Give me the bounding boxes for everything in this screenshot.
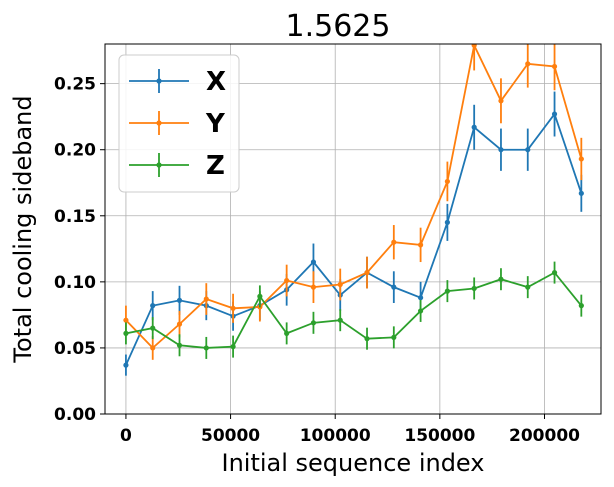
series-y: [123, 44, 584, 360]
axes: 0 50000 100000 150000 200000 0.00 0.05 0.10 0.15…: [54, 75, 580, 446]
series-z-point: [578, 303, 584, 309]
series-y-point: [176, 321, 183, 327]
y-tick-label: 0.20: [54, 141, 96, 161]
series-x-point: [176, 297, 183, 303]
series-y-point: [417, 242, 424, 248]
series-z-point: [203, 345, 209, 351]
series-z-point: [498, 276, 504, 282]
series-y-point: [391, 239, 397, 245]
series-z-line: [125, 271, 583, 349]
series-y-point: [123, 317, 129, 323]
plot-area: [123, 44, 584, 376]
series-z-point: [257, 293, 263, 299]
series-y-point: [203, 296, 209, 302]
series-z-point: [525, 284, 531, 290]
series-y-point: [471, 44, 477, 48]
series-z-point: [471, 285, 477, 292]
series-z-point: [551, 270, 558, 276]
series-x-point: [444, 219, 450, 225]
series-y-point: [310, 284, 317, 290]
series-z-point: [176, 342, 183, 348]
x-tick-label: 100000: [300, 426, 371, 446]
series-x-point: [578, 190, 584, 196]
series-z-point: [444, 288, 450, 294]
legend-y-label: Y: [205, 109, 226, 139]
series-y-point: [337, 281, 343, 288]
series-y-line: [125, 44, 583, 350]
series-x-point: [123, 362, 129, 368]
series-x-point: [498, 147, 504, 153]
series-x-point: [391, 284, 397, 290]
series-z-point: [150, 325, 156, 331]
series-z-point: [310, 320, 317, 326]
series-y-point: [444, 178, 450, 185]
legend: XYZ: [118, 54, 240, 193]
series-z-point: [364, 336, 370, 342]
y-tick-label: 0.05: [54, 339, 96, 359]
series-x-point: [310, 259, 317, 265]
series-z: [123, 261, 584, 359]
series-y-point: [551, 63, 558, 70]
series-y-point: [578, 156, 584, 162]
series-y-point: [525, 61, 531, 67]
series-y-point: [284, 277, 290, 284]
series-x-point: [417, 295, 424, 301]
series-x-point: [471, 124, 477, 130]
legend-z-marker: [156, 162, 162, 168]
series-x-point: [150, 303, 156, 309]
series-z-point: [230, 344, 236, 350]
x-tick-label: 200000: [509, 426, 580, 446]
x-tick-label: 50000: [201, 426, 260, 446]
series-z-point: [417, 308, 424, 314]
series-y-point: [230, 305, 236, 311]
series-y-point: [498, 98, 504, 104]
x-axis-title: Initial sequence index: [222, 449, 485, 477]
series-z-point: [123, 330, 129, 336]
y-tick-label: 0.00: [54, 405, 96, 425]
y-tick-label: 0.10: [54, 273, 96, 293]
series-x-point: [551, 111, 558, 117]
series-z-point: [284, 330, 290, 336]
series-z-point: [337, 317, 343, 323]
series-z-point: [391, 334, 397, 340]
series-x-point: [525, 147, 531, 153]
series-y-point: [364, 270, 370, 276]
legend-z-label: Z: [206, 151, 225, 181]
legend-x-label: X: [206, 67, 226, 97]
plot-frame: [104, 43, 602, 415]
x-tick-label: 150000: [404, 426, 475, 446]
y-axis-title: Total cooling sideband: [9, 95, 37, 363]
legend-x-marker: [156, 78, 162, 84]
legend-y-marker: [156, 120, 162, 126]
series-x: [123, 91, 584, 376]
series-y-point: [150, 345, 156, 351]
chart-title: 1.5625: [286, 9, 391, 44]
y-tick-label: 0.15: [54, 207, 96, 227]
y-tick-label: 0.25: [54, 75, 96, 95]
series-x-line: [125, 112, 583, 366]
x-tick-label: 0: [120, 426, 132, 446]
